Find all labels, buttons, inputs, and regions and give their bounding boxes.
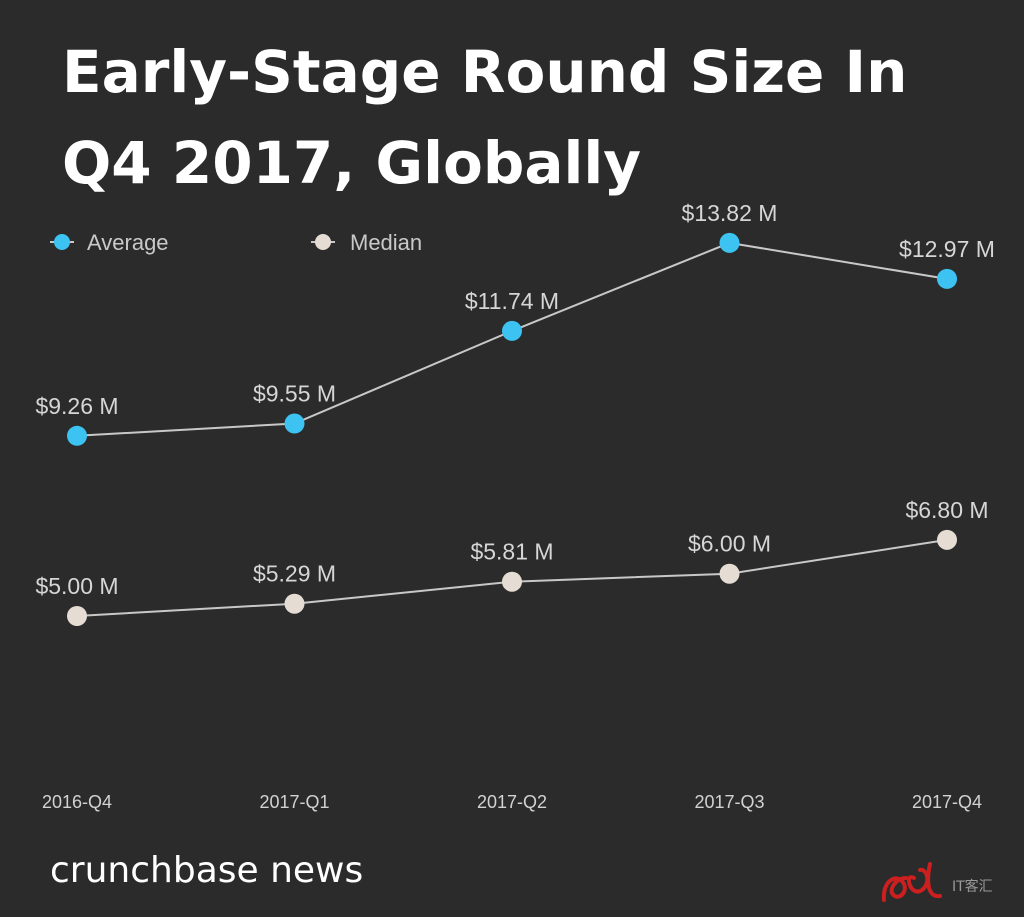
legend: Average Median: [50, 230, 422, 255]
legend-average-marker: [54, 234, 70, 250]
data-label-average-2016-Q4: $9.26 M: [35, 393, 118, 419]
legend-median-label: Median: [350, 230, 422, 255]
x-tick-label-2017-Q3: 2017-Q3: [694, 792, 764, 812]
data-point-median-2017-Q3[interactable]: [719, 563, 740, 584]
legend-average-label: Average: [87, 230, 169, 255]
watermark-logo: IT客汇: [881, 862, 993, 902]
series-average: $9.26 M $9.55 M $11.74 M $13.82 M $12.97 M: [35, 200, 995, 446]
data-point-average-2017-Q1[interactable]: [284, 413, 305, 434]
brand-logo-text: crunchbase news: [50, 850, 363, 891]
data-point-average-2017-Q2[interactable]: [502, 320, 522, 341]
plot-area: $9.26 M $9.55 M $11.74 M $13.82 M $12.97 M $5…: [35, 200, 995, 626]
watermark-logo-mark: [881, 862, 942, 902]
x-tick-label-2017-Q1: 2017-Q1: [259, 792, 329, 812]
legend-median-marker: [315, 234, 331, 250]
data-label-median-2017-Q4: $6.80 M: [905, 497, 988, 523]
data-point-median-2017-Q2[interactable]: [502, 571, 522, 592]
x-tick-label-2016-Q4: 2016-Q4: [42, 792, 112, 812]
chart-title-line-2: Q4 2017, Globally: [62, 129, 641, 197]
data-point-average-2017-Q4[interactable]: [937, 268, 957, 289]
data-label-median-2017-Q3: $6.00 M: [688, 531, 771, 557]
data-label-median-2017-Q1: $5.29 M: [253, 561, 336, 587]
data-point-average-2017-Q3[interactable]: [719, 232, 740, 253]
data-label-average-2017-Q1: $9.55 M: [253, 381, 336, 407]
legend-item-median: Median: [311, 230, 422, 255]
data-point-median-2016-Q4[interactable]: [67, 606, 87, 626]
data-label-median-2017-Q2: $5.81 M: [470, 539, 553, 565]
data-label-average-2017-Q4: $12.97 M: [899, 236, 995, 262]
series-median: $5.00 M $5.29 M $5.81 M $6.00 M $6.80 M: [35, 497, 989, 626]
data-point-average-2016-Q4[interactable]: [67, 425, 87, 446]
chart-title: Early-Stage Round Size In Q4 2017, Globa…: [62, 38, 907, 197]
x-tick-label-2017-Q4: 2017-Q4: [912, 792, 982, 812]
data-point-median-2017-Q4[interactable]: [937, 529, 957, 550]
chart-title-line-1: Early-Stage Round Size In: [62, 38, 907, 106]
legend-item-average: Average: [50, 230, 169, 255]
data-label-median-2016-Q4: $5.00 M: [35, 573, 118, 599]
data-label-average-2017-Q2: $11.74 M: [465, 288, 559, 314]
watermark-text: IT客汇: [952, 878, 993, 895]
data-point-median-2017-Q1[interactable]: [284, 593, 305, 614]
x-tick-label-2017-Q2: 2017-Q2: [477, 792, 547, 812]
x-axis: 2016-Q4 2017-Q1 2017-Q2 2017-Q3 2017-Q4: [42, 792, 982, 812]
data-label-average-2017-Q3: $13.82 M: [682, 200, 778, 226]
